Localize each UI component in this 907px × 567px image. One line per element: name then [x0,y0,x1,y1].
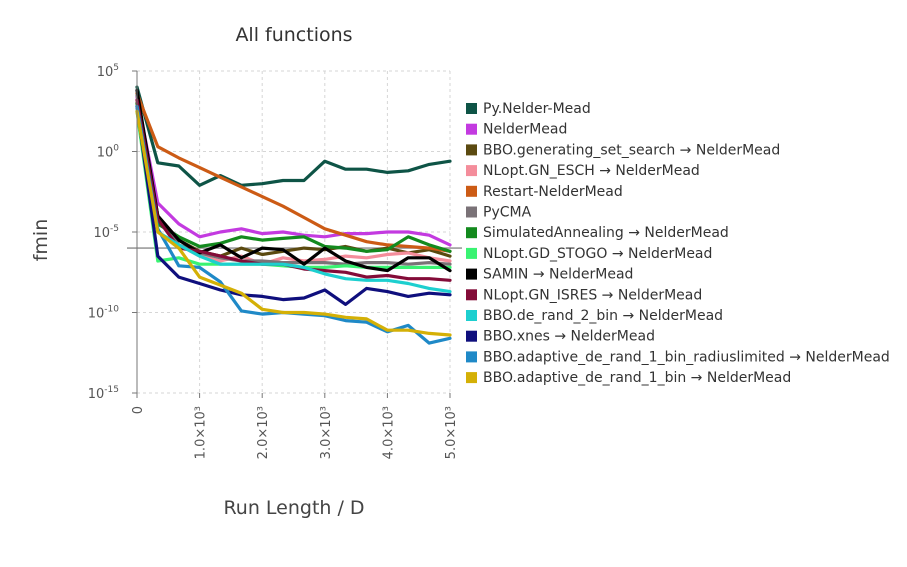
legend-label-6: PyCMA [483,205,532,221]
y-tick-label: 105 [97,63,119,80]
y-axis: 105 100 10-5 10-10 10-15 [88,63,138,402]
legend-label-9: SAMIN → NelderMead [483,267,633,283]
legend-label-2: NelderMead [483,122,567,138]
series-line-13 [135,104,452,345]
legend-swatch-12 [466,330,477,342]
legend-swatch-9 [466,268,477,280]
legend-label-3: BBO.generating_set_search → NelderMead [483,142,780,158]
legend-label-1: Py.Nelder-Mead [483,101,591,117]
chart-title: All functions [235,24,352,46]
legend-swatch-13 [466,351,477,363]
legend-swatch-10 [466,289,477,301]
legend-label-12: BBO.xnes → NelderMead [483,329,655,345]
legend-label-4: NLopt.GN_ESCH → NelderMead [483,163,700,179]
legend-swatch-3 [466,144,477,156]
x-tick-label: 5.0×10³ [444,406,459,459]
x-tick-label: 1.0×10³ [194,406,209,459]
legend-swatch-2 [466,123,477,135]
series-line-11 [135,104,452,294]
y-tick-label: 10-15 [88,385,119,402]
series-line-1 [135,85,452,187]
series-line-5 [135,91,452,253]
x-tick-label: 4.0×10³ [381,406,396,459]
legend: Py.Nelder-Mead NelderMead BBO.generating_s… [466,101,890,386]
series-line-12 [135,104,452,306]
series-line-9 [135,88,452,273]
legend-label-8: NLopt.GD_STOGO → NelderMead [483,246,712,262]
x-tick-label: 3.0×10³ [319,406,334,459]
series-lines [135,85,452,345]
y-tick-label: 100 [97,144,120,161]
legend-label-11: BBO.de_rand_2_bin → NelderMead [483,308,723,324]
series-line-14 [135,109,452,337]
legend-swatch-4 [466,165,477,177]
series-line-2 [135,95,452,247]
legend-swatch-6 [466,206,477,218]
legend-label-7: SimulatedAnnealing → NelderMead [483,225,729,241]
legend-swatch-11 [466,310,477,321]
y-tick-label: 10-10 [88,305,120,322]
x-axis: 0 1.0×10³ 2.0×10³ 3.0×10³ 4.0×10³ 5.0×10³ [131,393,459,459]
legend-label-13: BBO.adaptive_de_rand_1_bin_radiuslimited… [483,349,890,365]
series-line-7 [135,101,452,253]
y-axis-title: fmin [30,219,52,262]
legend-swatch-5 [466,185,477,197]
x-tick-label: 0 [131,406,146,414]
x-axis-title: Run Length / D [223,497,364,519]
legend-swatch-7 [466,227,477,239]
legend-swatch-14 [466,372,477,384]
legend-swatch-1 [466,103,477,114]
legend-label-14: BBO.adaptive_de_rand_1_bin → NelderMead [483,370,791,386]
legend-label-5: Restart-NelderMead [483,184,623,200]
legend-label-10: NLopt.GN_ISRES → NelderMead [483,287,702,303]
x-tick-label: 2.0×10³ [256,406,271,459]
legend-swatch-8 [466,247,477,259]
y-tick-label: 10-5 [93,224,119,241]
